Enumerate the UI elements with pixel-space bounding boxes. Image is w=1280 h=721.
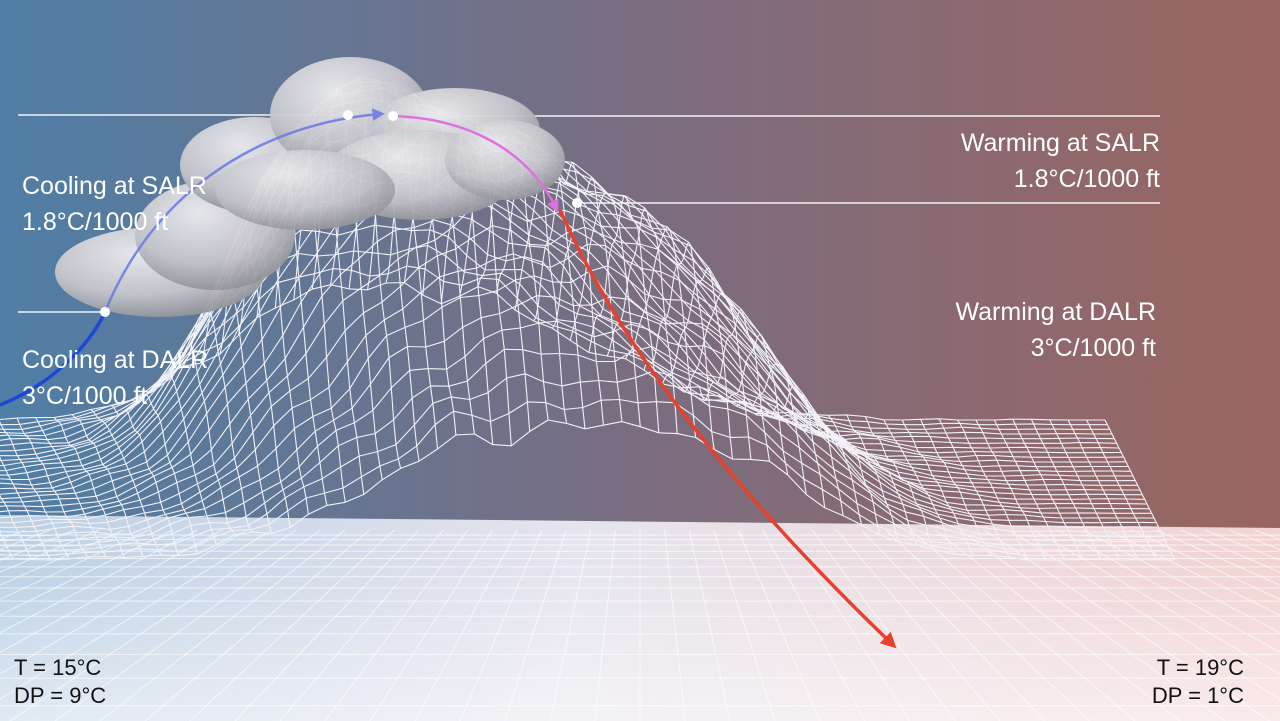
ground-grid: [0, 529, 1280, 721]
windward-temperature: T = 15°C: [14, 655, 102, 680]
guide-dots: [100, 110, 582, 317]
warming-dalr-arrow: [558, 209, 897, 649]
leeward-temperature: T = 19°C: [1156, 655, 1244, 680]
cooling-salr-label: Cooling at SALR 1.8°C/1000 ft: [22, 168, 207, 241]
cooling-dalr-title: Cooling at DALR: [22, 346, 209, 374]
warming-salr-arrow: [392, 114, 559, 213]
cooling-dalr-rate: 3°C/1000 ft: [22, 382, 148, 411]
windward-conditions: T = 15°C DP = 9°C: [14, 654, 106, 710]
windward-dew-point: DP = 9°C: [14, 682, 107, 708]
warming-salr-title: Warming at SALR: [960, 129, 1160, 157]
leeward-conditions: T = 19°C DP = 1°C: [1152, 654, 1244, 710]
warming-salr-rate: 1.8°C/1000 ft: [1013, 165, 1160, 194]
warming-dalr-rate: 3°C/1000 ft: [1030, 334, 1156, 363]
warming-salr-label: Warming at SALR 1.8°C/1000 ft: [961, 125, 1160, 198]
cooling-dalr-label: Cooling at DALR 3°C/1000 ft: [22, 342, 208, 415]
cooling-salr-rate: 1.8°C/1000 ft: [22, 208, 169, 237]
warming-dalr-title: Warming at DALR: [955, 298, 1156, 326]
leeward-dew-point: DP = 1°C: [1151, 682, 1244, 708]
warming-dalr-label: Warming at DALR 3°C/1000 ft: [955, 294, 1156, 367]
cooling-salr-arrow: [103, 108, 385, 313]
cloud-icon: [55, 57, 565, 317]
cooling-salr-title: Cooling at SALR: [22, 172, 207, 200]
cooling-dalr-arrow: [0, 311, 107, 407]
